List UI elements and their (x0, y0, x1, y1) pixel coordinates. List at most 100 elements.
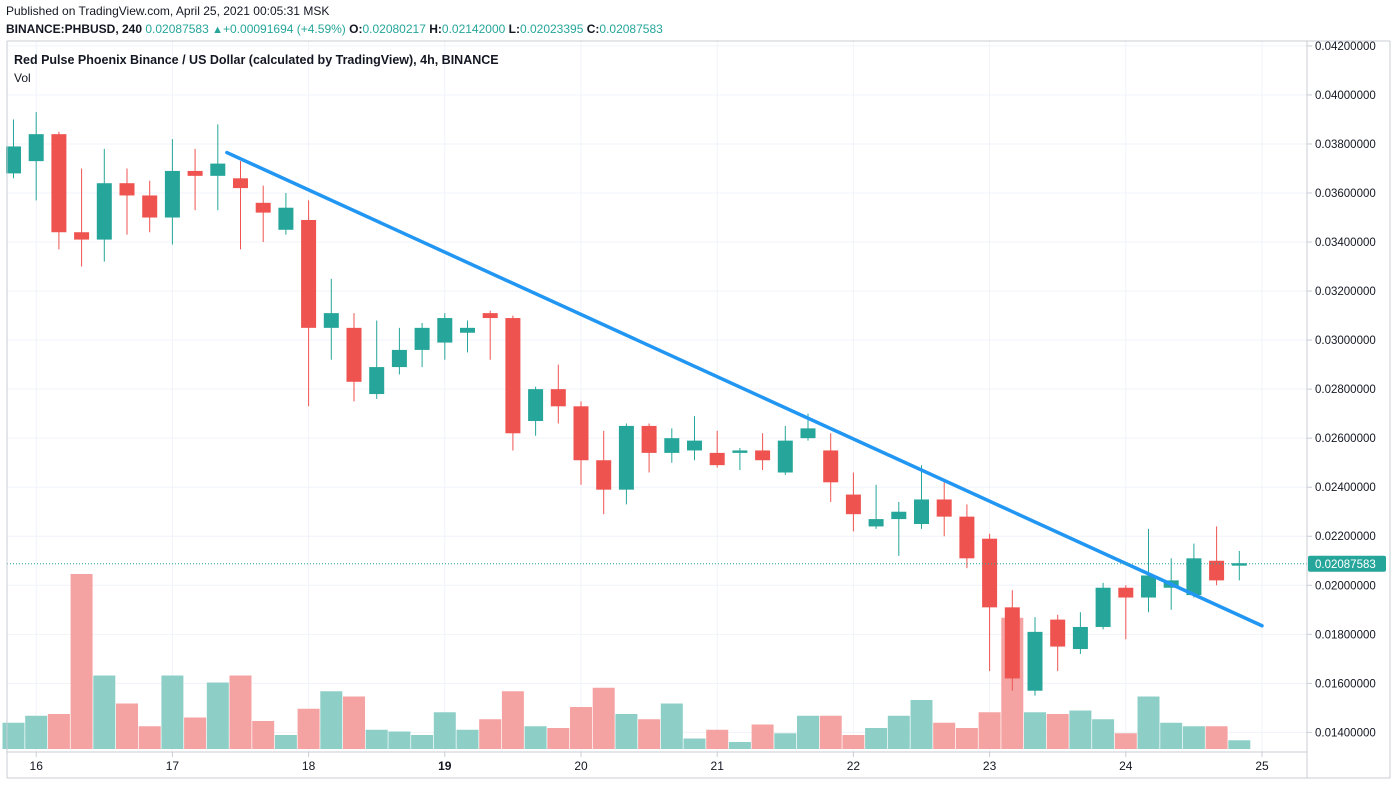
volume-bar (274, 735, 297, 749)
candle-body[interactable] (550, 389, 566, 407)
candle-body[interactable] (845, 494, 861, 515)
candle-body[interactable] (641, 425, 657, 453)
candle-body[interactable] (800, 428, 816, 439)
trendline-layer[interactable] (225, 150, 1264, 628)
candle-body[interactable] (28, 134, 44, 162)
candle-body[interactable] (74, 232, 90, 240)
candle-body[interactable] (1186, 558, 1202, 596)
volume-bar (1024, 712, 1046, 749)
candle-body[interactable] (1050, 619, 1066, 647)
candle-body[interactable] (346, 327, 362, 382)
candle-body[interactable] (119, 183, 135, 196)
volume-bar (728, 742, 751, 749)
candle-body[interactable] (278, 207, 294, 230)
trendline[interactable] (225, 150, 1264, 628)
volume-bar (1137, 696, 1160, 749)
volume-bar (161, 675, 184, 749)
candle-body[interactable] (1141, 575, 1156, 598)
price-tick-label: 0.02400000 (1315, 482, 1376, 494)
candle-body[interactable] (6, 146, 21, 174)
time-tick-label: 18 (302, 759, 316, 773)
volume-bar (343, 696, 365, 749)
volume-bar (683, 738, 706, 749)
time-tick-label: 16 (30, 759, 44, 773)
close-label: C: (586, 22, 600, 36)
open-label: O: (349, 22, 363, 36)
candle-body[interactable] (414, 327, 430, 350)
candle-body[interactable] (482, 313, 498, 319)
candle-body[interactable] (210, 163, 226, 176)
candle-body[interactable] (187, 170, 203, 176)
candle-body[interactable] (369, 367, 385, 395)
candle-body[interactable] (528, 389, 544, 422)
candle-body[interactable] (323, 313, 339, 328)
candle-body[interactable] (891, 511, 907, 520)
candle-body[interactable] (1004, 607, 1020, 679)
candle-body[interactable] (755, 450, 771, 461)
last-price-value: 0.02087583 (145, 22, 209, 36)
up-arrow-icon: ▲ (212, 24, 224, 36)
candle-body[interactable] (1118, 587, 1134, 598)
price-tick-label: 0.03600000 (1315, 188, 1376, 200)
candle-body[interactable] (437, 318, 453, 343)
volume-bar (2, 722, 25, 749)
candle-body[interactable] (959, 516, 975, 559)
chart-title: Red Pulse Phoenix Binance / US Dollar (c… (14, 53, 499, 67)
candle-body[interactable] (96, 183, 112, 240)
volume-bar (615, 714, 638, 749)
candle-body[interactable] (1209, 560, 1225, 581)
volume-bar (1182, 726, 1205, 749)
volume-bar (1228, 740, 1251, 749)
candle-body[interactable] (1231, 563, 1247, 566)
volume-bar (479, 719, 502, 749)
candle-body[interactable] (233, 178, 248, 189)
price-tick-label: 0.04200000 (1315, 41, 1376, 53)
price-tick-label: 0.01800000 (1315, 629, 1376, 641)
candle-body[interactable] (391, 349, 407, 368)
candle-body[interactable] (573, 406, 589, 461)
candle-body[interactable] (823, 450, 839, 483)
candle-body[interactable] (709, 452, 725, 466)
time-tick-label: 19 (438, 759, 452, 773)
volume-bar (411, 735, 434, 749)
candle-body[interactable] (1095, 587, 1111, 627)
candle-body[interactable] (618, 425, 634, 490)
volume-bar (25, 715, 48, 749)
candle-body[interactable] (255, 202, 271, 213)
candle-body[interactable] (982, 538, 998, 608)
candle-body[interactable] (1027, 631, 1043, 691)
axes[interactable]: 0.04200000 0.04000000 0.03800000 0.03600000… (6, 40, 1391, 779)
candle-body[interactable] (936, 499, 952, 517)
candle-body[interactable] (914, 499, 929, 524)
volume-bars (2, 574, 1251, 749)
volume-bar (252, 721, 275, 749)
candle-body[interactable] (596, 460, 612, 490)
candle-body[interactable] (777, 440, 793, 473)
grid (7, 41, 1307, 752)
volume-bar (842, 735, 865, 749)
change-value: +0.00091694 (+4.59%) (223, 22, 346, 36)
volume-bar (570, 707, 592, 749)
candle-body[interactable] (505, 318, 521, 434)
candles[interactable] (6, 112, 1247, 696)
price-tick-label: 0.03200000 (1315, 286, 1376, 298)
candle-body[interactable] (1072, 626, 1088, 650)
candle-body[interactable] (51, 134, 67, 233)
volume-bar (524, 726, 547, 749)
candle-body[interactable] (142, 195, 158, 218)
candle-body[interactable] (460, 327, 475, 333)
price-tick-label: 0.02200000 (1315, 531, 1376, 543)
volume-bar (47, 714, 70, 749)
candle-body[interactable] (301, 219, 317, 328)
volume-bar (70, 574, 93, 749)
candle-body[interactable] (664, 438, 680, 453)
volume-bar (297, 708, 320, 749)
candle-body[interactable] (868, 519, 884, 527)
published-text: Published on TradingView.com, April 25, … (6, 4, 330, 18)
time-tick-label: 25 (1255, 759, 1269, 773)
volume-bar (751, 724, 774, 749)
candle-body[interactable] (164, 170, 180, 218)
candle-body[interactable] (732, 450, 748, 453)
candle-body[interactable] (687, 440, 702, 451)
